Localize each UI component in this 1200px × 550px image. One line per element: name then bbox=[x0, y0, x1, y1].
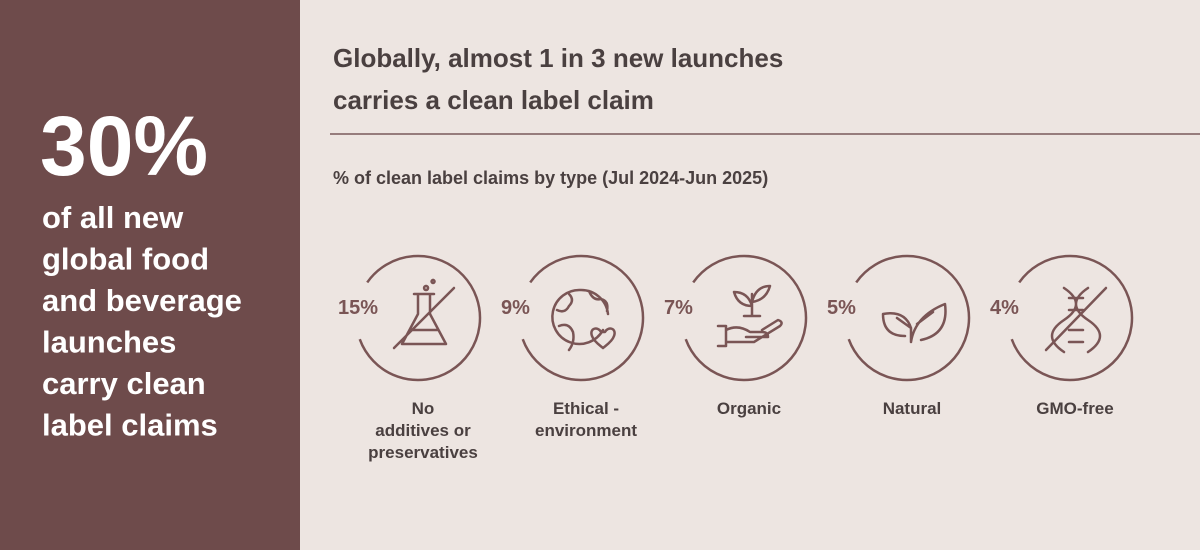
claim-icon bbox=[551, 288, 616, 352]
claim-icon bbox=[1044, 286, 1108, 354]
claim-percent: 9% bbox=[501, 297, 530, 319]
description-line: label claims bbox=[42, 408, 218, 443]
claim-percent: 4% bbox=[990, 297, 1019, 319]
description-line: global food bbox=[42, 242, 209, 277]
claim-icon bbox=[881, 302, 947, 344]
claim-ring bbox=[521, 254, 645, 382]
claim-ring bbox=[358, 254, 482, 382]
claim-item: 15% No additives or preservatives bbox=[338, 254, 482, 462]
headline-stat: 30% bbox=[40, 99, 208, 193]
claim-ring bbox=[847, 254, 971, 382]
title: carries a clean label claim bbox=[333, 85, 654, 115]
claim-percent: 5% bbox=[827, 297, 856, 319]
claim-label: Natural bbox=[883, 399, 942, 418]
subtitle: % of clean label claims by type (Jul 202… bbox=[333, 168, 768, 188]
claim-ring bbox=[684, 254, 808, 382]
claim-label: Organic bbox=[717, 399, 781, 418]
claim-label: Ethical - bbox=[553, 399, 619, 418]
claim-item: 5% Natural bbox=[827, 254, 971, 418]
title: Globally, almost 1 in 3 new launches bbox=[333, 43, 783, 73]
claim-label: environment bbox=[535, 421, 637, 440]
claim-item: 9% Ethical - environment bbox=[501, 254, 645, 440]
claim-label: preservatives bbox=[368, 443, 478, 462]
claim-icon bbox=[392, 278, 456, 350]
claim-icon bbox=[716, 284, 783, 348]
claim-label: GMO-free bbox=[1036, 399, 1113, 418]
headline-description: of all new global food and beverage launche… bbox=[42, 200, 242, 443]
description-line: launches bbox=[42, 325, 176, 360]
claims: 15% No additives or preservatives 9% Ethical … bbox=[338, 254, 1134, 462]
description-line: and beverage bbox=[42, 283, 242, 318]
description-line: of all new bbox=[42, 200, 184, 235]
claim-percent: 7% bbox=[664, 297, 693, 319]
claim-label: No bbox=[412, 399, 435, 418]
claim-percent: 15% bbox=[338, 297, 378, 319]
description-line: carry clean bbox=[42, 366, 206, 401]
left-panel bbox=[0, 0, 300, 550]
claim-item: 4% GMO-free bbox=[990, 254, 1134, 418]
claim-item: 7% Organic bbox=[664, 254, 808, 418]
claim-label: additives or bbox=[375, 421, 471, 440]
claim-ring bbox=[1010, 254, 1134, 382]
